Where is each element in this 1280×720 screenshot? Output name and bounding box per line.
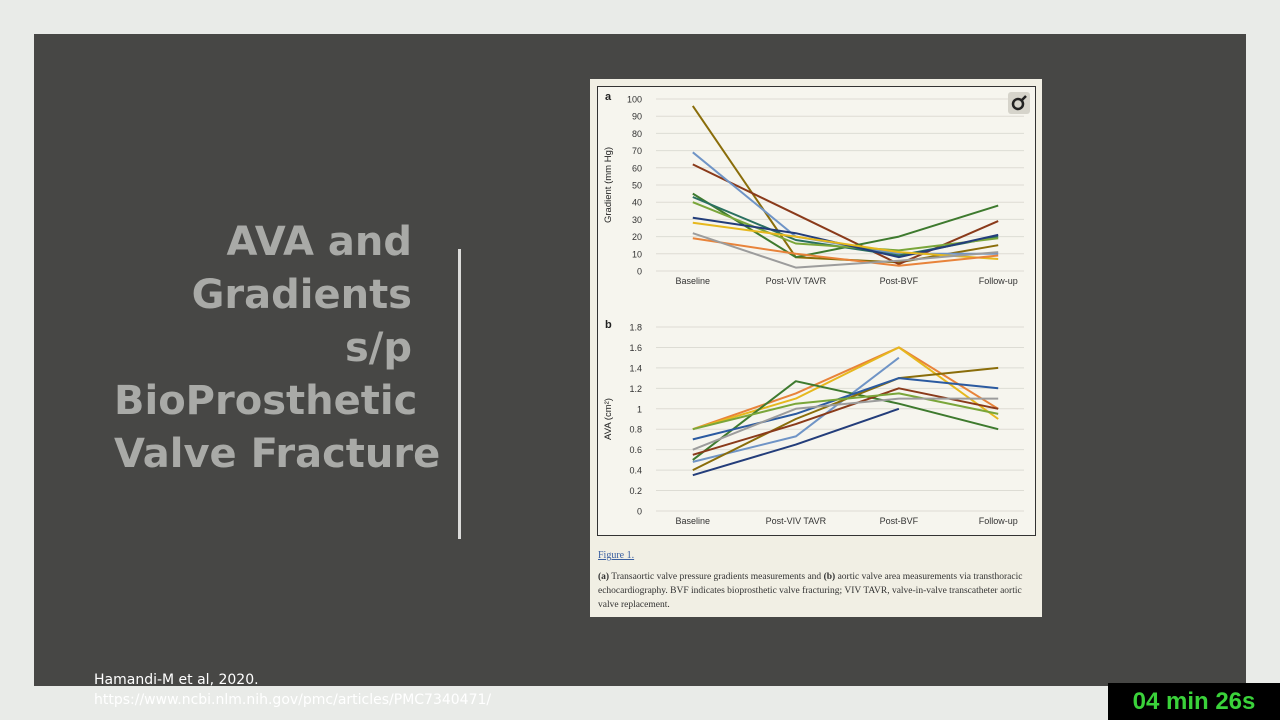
caption-text-1: Transaortic valve pressure gradients mea… [609, 572, 824, 582]
x-tick-label: Post-BVF [880, 276, 919, 286]
y-tick-label: 1.2 [629, 384, 642, 394]
y-tick-label: 20 [632, 232, 642, 242]
title-line: Gradients [191, 272, 412, 318]
citation-url: https://www.ncbi.nlm.nih.gov/pmc/article… [94, 692, 492, 708]
series-line [692, 232, 999, 269]
series-line [692, 407, 900, 477]
caption-a-label: (a) [598, 572, 610, 582]
x-tick-label: Follow-up [979, 516, 1018, 526]
x-tick-label: Post-BVF [880, 516, 919, 526]
series-line [692, 237, 999, 267]
figure-caption: (a) Transaortic valve pressure gradients… [598, 570, 1028, 612]
panel-label: a [605, 91, 612, 103]
series-line [692, 163, 999, 266]
y-tick-label: 60 [632, 163, 642, 173]
panel-label: b [605, 319, 612, 331]
y-tick-label: 80 [632, 129, 642, 139]
title-divider [458, 249, 461, 539]
caption-b-label: (b) [823, 572, 836, 582]
citation-author: Hamandi-M et al, 2020. [94, 672, 259, 688]
title-line: s/p [344, 325, 412, 371]
y-tick-label: 0 [637, 267, 642, 277]
countdown-timer: 04 min 26s [1108, 683, 1280, 720]
series-line [692, 380, 999, 461]
y-tick-label: 0.2 [629, 486, 642, 496]
y-tick-label: 10 [632, 249, 642, 259]
series-line [692, 392, 999, 431]
y-tick-label: 50 [632, 181, 642, 191]
y-tick-label: 1.8 [629, 323, 642, 333]
x-tick-label: Baseline [676, 516, 711, 526]
title-line: Valve Fracture [114, 431, 441, 477]
y-axis-label: Gradient (mm Hg) [603, 147, 614, 223]
title-line: BioProsthetic [114, 378, 418, 424]
y-tick-label: 30 [632, 215, 642, 225]
series-line [692, 397, 999, 451]
y-tick-label: 0 [637, 507, 642, 517]
x-tick-label: Post-VIV TAVR [766, 276, 827, 286]
magnifier-icon[interactable] [1008, 92, 1030, 114]
title-line: AVA and [226, 219, 412, 265]
y-tick-label: 70 [632, 146, 642, 156]
y-tick-label: 40 [632, 198, 642, 208]
y-tick-label: 0.8 [629, 425, 642, 435]
chart-b: b 0 0.2 0.4 0.6 0.8 1 1.2 1.4 1.6 1.8 AVA (cm²) Base… [603, 319, 1024, 526]
y-tick-label: 0.6 [629, 445, 642, 455]
x-tick-label: Baseline [676, 276, 711, 286]
y-tick-label: 90 [632, 112, 642, 122]
y-tick-label: 1.4 [629, 363, 642, 373]
figure-panel: a 0 10 20 30 40 50 60 70 80 90 100 Gradient (mm Hg) B… [590, 79, 1042, 617]
x-tick-label: Follow-up [979, 276, 1018, 286]
caption-text-2: aortic valve area measurements via trans… [598, 572, 1023, 610]
y-axis-label: AVA (cm²) [603, 398, 614, 440]
figure-link[interactable]: Figure 1. [598, 550, 635, 561]
series-line [692, 346, 999, 431]
chart-a: a 0 10 20 30 40 50 60 70 80 90 100 Gradient (mm Hg) B… [603, 91, 1024, 286]
slide-title: AVA and Gradients s/p BioProsthetic Valv… [114, 216, 441, 481]
citation: Hamandi-M et al, 2020. https://www.ncbi.… [94, 670, 491, 710]
series-line [692, 201, 999, 252]
y-tick-label: 100 [627, 95, 642, 105]
series-line [692, 377, 999, 441]
figure-charts: a 0 10 20 30 40 50 60 70 80 90 100 Gradient (mm Hg) B… [597, 86, 1036, 536]
x-tick-label: Post-VIV TAVR [766, 516, 827, 526]
y-tick-label: 0.4 [629, 466, 642, 476]
y-tick-label: 1 [637, 404, 642, 414]
y-tick-label: 1.6 [629, 343, 642, 353]
